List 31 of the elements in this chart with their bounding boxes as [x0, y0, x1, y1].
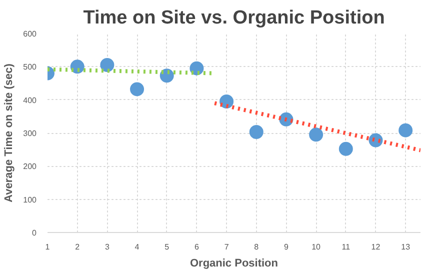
y-tick-label: 400: [23, 96, 38, 105]
x-tick-label: 11: [342, 242, 351, 252]
point: [398, 123, 413, 138]
point: [249, 125, 264, 139]
x-tick-label: 4: [134, 242, 140, 252]
x-tick-label: 12: [371, 242, 381, 252]
y-tick-label: 300: [23, 129, 38, 138]
point: [338, 142, 353, 156]
chart-title: Time on Site vs. Organic Position: [83, 8, 385, 28]
y-axis-title: Average Time on site (sec): [3, 63, 16, 202]
y-tick-label: 600: [23, 30, 38, 38]
x-tick-label: 6: [194, 242, 200, 252]
point: [190, 61, 204, 76]
x-tick-label: 5: [164, 242, 170, 252]
y-tick-label: 0: [32, 228, 38, 238]
y-tick-label: 200: [23, 162, 38, 172]
x-tick-label: 7: [224, 242, 230, 252]
x-tick-label: 3: [104, 242, 110, 252]
x-tick-label: 1: [45, 242, 50, 252]
x-tick-label: 9: [284, 242, 289, 252]
x-tick-label: 2: [75, 242, 80, 252]
x-tick-label: 8: [254, 242, 260, 252]
y-tick-label: 100: [23, 195, 38, 204]
point: [309, 128, 324, 142]
x-tick-label: 10: [312, 242, 322, 252]
point: [100, 58, 114, 72]
point: [70, 60, 84, 74]
x-axis-title: Organic Position: [190, 258, 278, 270]
y-tick-label: 500: [23, 62, 38, 72]
x-tick-label: 13: [401, 242, 411, 252]
point: [130, 82, 144, 96]
